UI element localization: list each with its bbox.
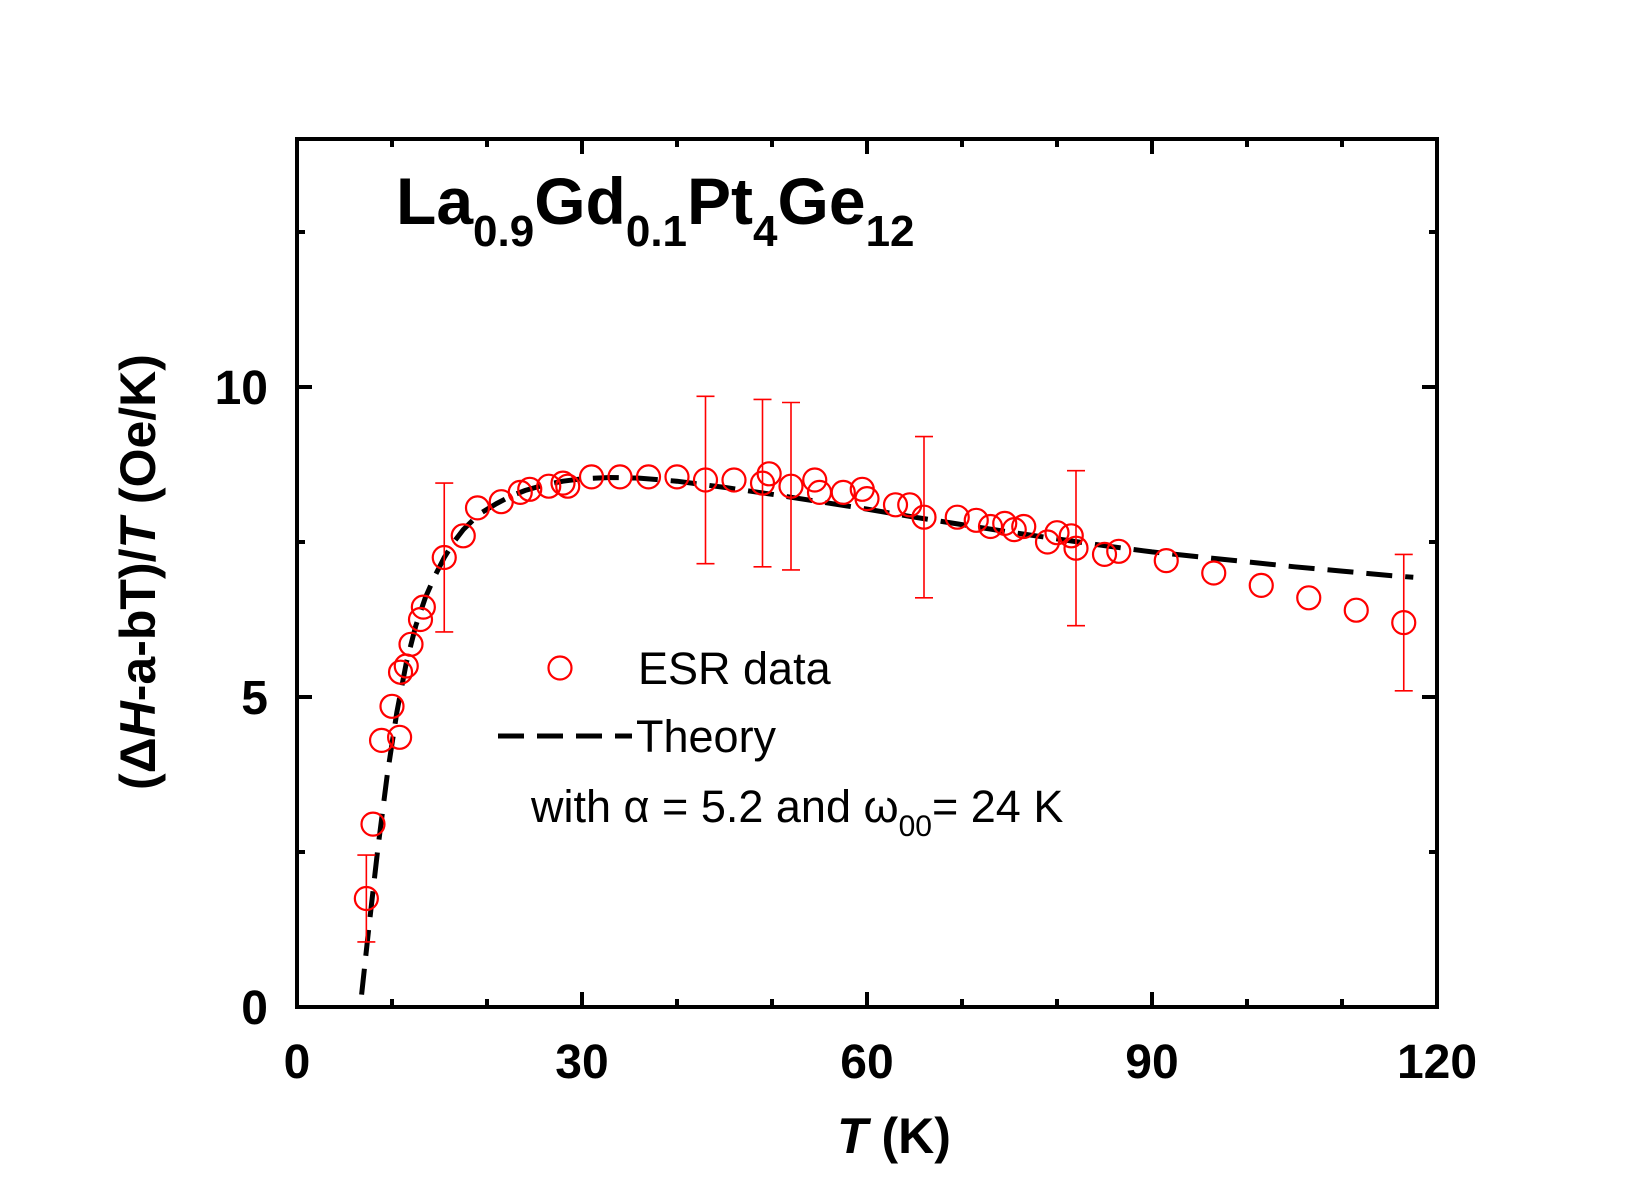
legend-esr-label: ESR data (638, 643, 832, 694)
esr-data-point (1091, 541, 1118, 568)
y-label-part1: (Δ (110, 737, 166, 790)
chart-title-part-6: Ge (778, 164, 866, 238)
esr-data-point (944, 504, 970, 530)
esr-data-point (387, 724, 413, 750)
x-axis-label-italic: T (837, 1108, 872, 1164)
esr-data-point (1044, 520, 1070, 546)
y-label-italic-t: T (110, 514, 166, 549)
esr-data-point (507, 479, 533, 505)
esr-data-point (407, 606, 434, 633)
x-axis-label-rest: (K) (868, 1108, 951, 1164)
x-tick-label: 60 (840, 1036, 893, 1089)
esr-data-point (1296, 585, 1322, 611)
esr-data-point (806, 479, 833, 505)
esr-data-point (977, 513, 1004, 540)
esr-data-point (607, 464, 633, 490)
esr-data-point (756, 461, 782, 487)
legend: ESR data Theory with α = 5.2 and ω00= 24… (498, 643, 1063, 843)
y-label-part2: -a-bT)/ (110, 548, 166, 701)
esr-data-point (802, 467, 828, 493)
esr-data-point (536, 473, 562, 499)
plot-frame (295, 137, 1439, 1009)
esr-data-point (1106, 538, 1132, 564)
esr-data-point (555, 473, 581, 499)
legend-theory-label: Theory (636, 711, 777, 762)
esr-data-point (897, 492, 923, 518)
esr-data-point (911, 504, 937, 530)
esr-data-point (882, 492, 909, 518)
esr-data-point (368, 727, 395, 754)
x-tick-label: 120 (1397, 1036, 1477, 1089)
x-tick-label: 90 (1125, 1036, 1178, 1089)
esr-data-point (664, 464, 690, 490)
x-tick-label: 30 (555, 1036, 608, 1089)
chart-title-part-0: La (396, 164, 474, 238)
esr-data-point (410, 594, 436, 620)
esr-data-point (1153, 547, 1179, 574)
tick-labels: 0 30 60 90 120 0 5 10 (215, 362, 1477, 1089)
esr-data-point (1058, 523, 1084, 549)
esr-data-point (387, 659, 414, 685)
esr-data-point (854, 486, 880, 512)
esr-data-point (778, 473, 804, 499)
esr-data-point (1034, 529, 1061, 555)
esr-data-point (578, 464, 605, 490)
legend-note-text-end: = 24 K (932, 781, 1063, 832)
x-tick-label: 0 (284, 1036, 311, 1089)
esr-data-point (464, 495, 491, 521)
y-tick-label: 10 (215, 362, 268, 415)
esr-data-point (721, 467, 747, 493)
esr-data-point (1001, 516, 1027, 543)
esr-data-point (1343, 597, 1369, 623)
chart-title-part-1: 0.9 (473, 207, 534, 256)
esr-data-point (360, 811, 386, 837)
theory-curve (359, 474, 1414, 995)
x-axis-label: T (K) (837, 1108, 951, 1164)
y-label-part3: (Oe/K) (110, 354, 166, 518)
legend-note-text: with α = 5.2 and ω (530, 781, 899, 832)
esr-data-point (1011, 513, 1037, 540)
chart-title-part-5: 4 (753, 207, 778, 256)
y-axis-label: (ΔH-a-bT)/T (Oe/K) (110, 354, 166, 790)
y-label-italic-h: H (110, 700, 166, 737)
esr-data-point (450, 523, 476, 549)
esr-data-point (1248, 572, 1274, 599)
esr-data-point (517, 476, 543, 502)
esr-data-point (1063, 535, 1089, 561)
chart-title-part-4: Pt (687, 164, 753, 238)
legend-note: with α = 5.2 and ω00= 24 K (530, 781, 1063, 843)
legend-note-subscript: 00 (899, 810, 932, 843)
esr-data-point (692, 467, 719, 493)
esr-data-point (963, 507, 989, 533)
chart-title-part-7: 12 (866, 207, 915, 256)
esr-data-point (398, 631, 424, 657)
chart-title: La0.9Gd0.1Pt4Ge12 (396, 164, 915, 256)
esr-data-point (1391, 609, 1417, 636)
esr-data-point (830, 479, 856, 505)
esr-data-point (379, 693, 405, 719)
esr-data-point (635, 464, 662, 490)
chart-title-part-3: 0.1 (626, 207, 687, 256)
esr-data-point (1201, 560, 1227, 586)
esr-data-point (431, 544, 457, 571)
legend-esr-marker (547, 655, 573, 681)
chart-title-part-2: Gd (534, 164, 626, 238)
y-tick-label: 5 (241, 672, 268, 725)
plot-content (353, 395, 1417, 995)
esr-data-point (353, 885, 379, 912)
axis-ticks (295, 139, 1439, 1009)
esr-data-point (550, 470, 576, 496)
y-tick-label: 0 (241, 982, 268, 1035)
